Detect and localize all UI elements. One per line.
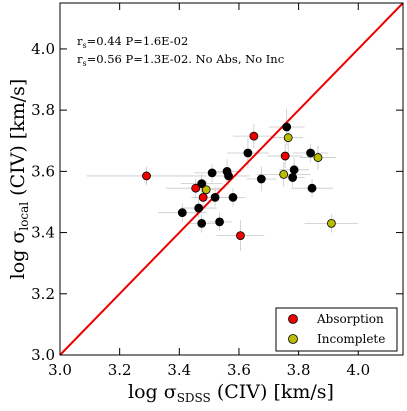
data-point-incomplete <box>313 153 323 162</box>
data-point-other <box>207 168 217 178</box>
x-tick-label: 3.4 <box>167 361 191 379</box>
data-point-incomplete <box>201 185 211 195</box>
x-axis-label-tail: (CIV) [km/s] <box>211 381 334 403</box>
x-axis-label-main: log σ <box>128 381 177 403</box>
y-tick-label: 3.0 <box>31 346 55 364</box>
x-tick-label: 3.6 <box>227 361 251 379</box>
data-point-absorption <box>280 151 290 161</box>
data-point-other <box>224 171 233 181</box>
legend-box <box>275 307 398 352</box>
x-axis-label-sub: SDSS <box>177 391 211 405</box>
annotation-2: rs=0.56 P=1.3E-02. No Abs, No Inc <box>77 52 284 68</box>
data-point-other <box>228 192 238 202</box>
y-tick-label: 3.4 <box>31 224 55 242</box>
data-point-incomplete <box>279 170 289 179</box>
y-axis-label-tail: (CIV) [km/s] <box>7 79 29 202</box>
annotation-1-sub: s <box>83 41 87 50</box>
legend-marker-incomplete <box>288 334 298 344</box>
data-point-other <box>215 217 224 227</box>
annotation-1-rest: =0.44 P=1.6E-02 <box>87 34 189 48</box>
annotation-2-sub: s <box>83 59 87 68</box>
data-point-absorption <box>191 183 201 193</box>
data-point-incomplete <box>283 133 293 143</box>
legend-label-absorption: Absorption <box>316 312 384 326</box>
y-tick-label: 4.0 <box>31 40 55 58</box>
data-point-absorption <box>142 171 151 181</box>
plot-frame <box>59 2 404 356</box>
x-tick-label: 4.0 <box>346 361 370 379</box>
legend: Absorption Incomplete <box>275 307 398 352</box>
data-point-absorption <box>236 231 245 241</box>
y-axis-label-main: log σ <box>7 231 29 280</box>
annotation-2-rest: =0.56 P=1.3E-02. No Abs, No Inc <box>87 52 285 66</box>
annotation-1: rs=0.44 P=1.6E-02 <box>77 34 188 50</box>
x-tick-label: 3.0 <box>48 361 72 379</box>
x-tick-label: 3.8 <box>287 361 311 379</box>
y-axis-label: log σlocal (CIV) [km/s] <box>7 79 31 280</box>
y-tick-label: 3.8 <box>31 101 55 119</box>
data-point-other <box>210 192 220 202</box>
axis-ticks: 3.0 3.2 3.4 3.6 3.8 4.0 3.0 3.2 3.4 3.6 3.8 4.0 <box>31 3 403 379</box>
data-point-other <box>307 183 317 193</box>
annotation-2-main: r <box>77 52 83 66</box>
legend-label-incomplete: Incomplete <box>317 332 385 346</box>
x-axis-label: log σSDSS (CIV) [km/s] <box>128 381 334 405</box>
data-points <box>142 122 336 241</box>
data-point-other <box>243 148 253 158</box>
data-point-other <box>197 179 207 188</box>
data-point-incomplete <box>327 218 336 228</box>
data-point-other <box>194 203 204 213</box>
y-tick-label: 3.6 <box>31 162 55 180</box>
annotation-1-main: r <box>77 34 83 48</box>
data-point-absorption <box>249 131 259 141</box>
y-tick-label: 3.2 <box>31 285 55 303</box>
x-tick-label: 3.2 <box>108 361 132 379</box>
legend-marker-absorption <box>288 314 298 324</box>
data-point-other <box>289 165 299 175</box>
y-axis-label-sub: local <box>17 202 31 231</box>
data-point-other <box>256 174 266 184</box>
data-point-other <box>288 173 298 182</box>
data-point-other <box>177 208 187 218</box>
data-point-other <box>306 148 315 158</box>
data-point-absorption <box>198 192 208 202</box>
data-point-other <box>197 218 207 228</box>
data-point-other <box>282 122 292 132</box>
